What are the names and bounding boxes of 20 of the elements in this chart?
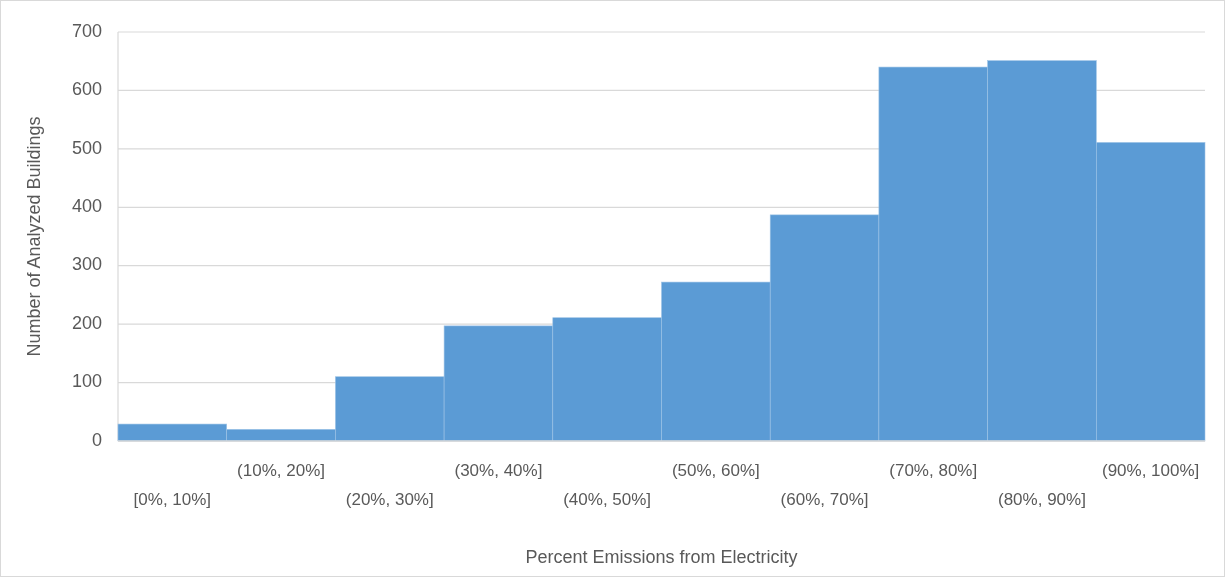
x-tick-label: (80%, 90%] bbox=[998, 490, 1086, 509]
x-tick-label: (90%, 100%] bbox=[1101, 461, 1200, 480]
y-tick-label: 400 bbox=[71, 196, 102, 217]
x-tick-label: [0%, 10%] bbox=[133, 490, 212, 509]
x-tick-label: (60%, 70%] bbox=[780, 490, 869, 509]
x-tick-label: (10%, 20%] bbox=[237, 461, 325, 480]
y-tick-label: 500 bbox=[71, 137, 102, 158]
x-tick-label: (50%, 60%] bbox=[671, 461, 760, 480]
y-tick-label: 200 bbox=[71, 312, 102, 333]
y-tick-label: 300 bbox=[71, 254, 102, 275]
y-tick-label: 700 bbox=[71, 20, 102, 41]
y-axis-title: Number of Analyzed Buildings bbox=[24, 116, 44, 357]
x-axis-title: Percent Emissions from Electricity bbox=[525, 547, 798, 567]
x-tick-label: (30%, 40%] bbox=[454, 461, 543, 480]
x-tick-label: (40%, 50%] bbox=[563, 490, 652, 509]
y-tick-label: 100 bbox=[71, 371, 102, 392]
x-tick-label: (70%, 80%] bbox=[889, 461, 978, 480]
y-tick-label: 0 bbox=[91, 429, 102, 450]
y-tick-label: 600 bbox=[71, 79, 102, 100]
x-tick-label: (20%, 30%] bbox=[345, 490, 434, 509]
